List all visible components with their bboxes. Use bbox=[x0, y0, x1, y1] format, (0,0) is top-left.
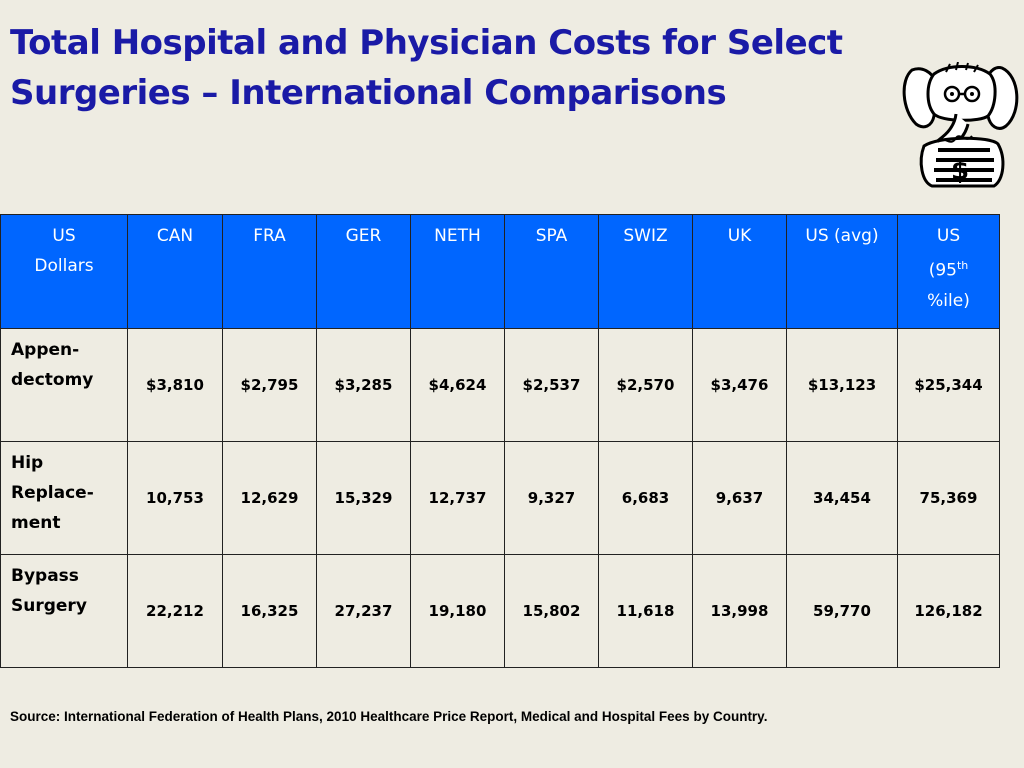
row-label-line2: Surgery bbox=[11, 596, 87, 616]
elephant-cartoon-icon: $ bbox=[898, 61, 1024, 188]
cell-fra: 16,325 bbox=[222, 554, 317, 668]
cell-can: 10,753 bbox=[127, 441, 223, 555]
header-us-95th-line1: US bbox=[936, 226, 961, 246]
row-label: Hip Replace- ment bbox=[0, 441, 128, 555]
row-label-line2: dectomy bbox=[11, 370, 94, 390]
header-row: US Dollars CAN FRA GER NETH SPA SWIZ UK … bbox=[0, 214, 1000, 329]
svg-text:$: $ bbox=[951, 156, 969, 186]
header-us-dollars-line2: Dollars bbox=[34, 256, 94, 276]
cell-swiz: 11,618 bbox=[598, 554, 693, 668]
cell-us-avg: $13,123 bbox=[786, 328, 898, 442]
header-us-dollars-line1: US bbox=[52, 226, 76, 246]
cell-spa: 15,802 bbox=[504, 554, 599, 668]
header-us-95th-sup: th bbox=[956, 259, 969, 272]
cell-ger: 27,237 bbox=[316, 554, 411, 668]
cell-fra: 12,629 bbox=[222, 441, 317, 555]
cell-can: $3,810 bbox=[127, 328, 223, 442]
header-us-95th: US (95th %ile) bbox=[897, 214, 1000, 329]
header-spa: SPA bbox=[504, 214, 599, 329]
header-ger: GER bbox=[316, 214, 411, 329]
cell-ger: 15,329 bbox=[316, 441, 411, 555]
table-row: Hip Replace- ment 10,753 12,629 15,329 1… bbox=[0, 441, 1000, 555]
header-us-95th-line2: (95 bbox=[928, 260, 957, 281]
cell-uk: 9,637 bbox=[692, 441, 787, 555]
header-neth: NETH bbox=[410, 214, 505, 329]
header-can: CAN bbox=[127, 214, 223, 329]
title-line-1: Total Hospital and Physician Costs for S… bbox=[10, 23, 843, 63]
header-us-dollars: US Dollars bbox=[0, 214, 128, 329]
cell-us-95th: $25,344 bbox=[897, 328, 1000, 442]
cell-neth: 19,180 bbox=[410, 554, 505, 668]
cost-comparison-table: US Dollars CAN FRA GER NETH SPA SWIZ UK … bbox=[0, 214, 1000, 668]
cell-spa: 9,327 bbox=[504, 441, 599, 555]
header-fra: FRA bbox=[222, 214, 317, 329]
cell-us-avg: 59,770 bbox=[786, 554, 898, 668]
row-label-line1: Appen- bbox=[11, 340, 80, 360]
cell-us-avg: 34,454 bbox=[786, 441, 898, 555]
cell-uk: $3,476 bbox=[692, 328, 787, 442]
source-citation: Source: International Federation of Heal… bbox=[10, 709, 768, 724]
row-label: Appen- dectomy bbox=[0, 328, 128, 442]
table-row: Bypass Surgery 22,212 16,325 27,237 19,1… bbox=[0, 554, 1000, 668]
row-label: Bypass Surgery bbox=[0, 554, 128, 668]
header-us-avg: US (avg) bbox=[786, 214, 898, 329]
cell-ger: $3,285 bbox=[316, 328, 411, 442]
cell-uk: 13,998 bbox=[692, 554, 787, 668]
cell-swiz: 6,683 bbox=[598, 441, 693, 555]
row-label-line3: ment bbox=[11, 513, 61, 533]
cell-swiz: $2,570 bbox=[598, 328, 693, 442]
row-label-line1: Hip bbox=[11, 453, 44, 473]
header-swiz: SWIZ bbox=[598, 214, 693, 329]
row-label-line1: Bypass bbox=[11, 566, 79, 586]
cell-neth: 12,737 bbox=[410, 441, 505, 555]
table-row: Appen- dectomy $3,810 $2,795 $3,285 $4,6… bbox=[0, 328, 1000, 442]
title-line-2: Surgeries – International Comparisons bbox=[10, 73, 727, 113]
cell-can: 22,212 bbox=[127, 554, 223, 668]
cell-fra: $2,795 bbox=[222, 328, 317, 442]
cell-us-95th: 126,182 bbox=[897, 554, 1000, 668]
header-us-95th-line3: %ile) bbox=[927, 290, 970, 311]
cell-neth: $4,624 bbox=[410, 328, 505, 442]
cell-us-95th: 75,369 bbox=[897, 441, 1000, 555]
row-label-line2: Replace- bbox=[11, 483, 94, 503]
page-title: Total Hospital and Physician Costs for S… bbox=[10, 18, 910, 118]
cell-spa: $2,537 bbox=[504, 328, 599, 442]
header-uk: UK bbox=[692, 214, 787, 329]
